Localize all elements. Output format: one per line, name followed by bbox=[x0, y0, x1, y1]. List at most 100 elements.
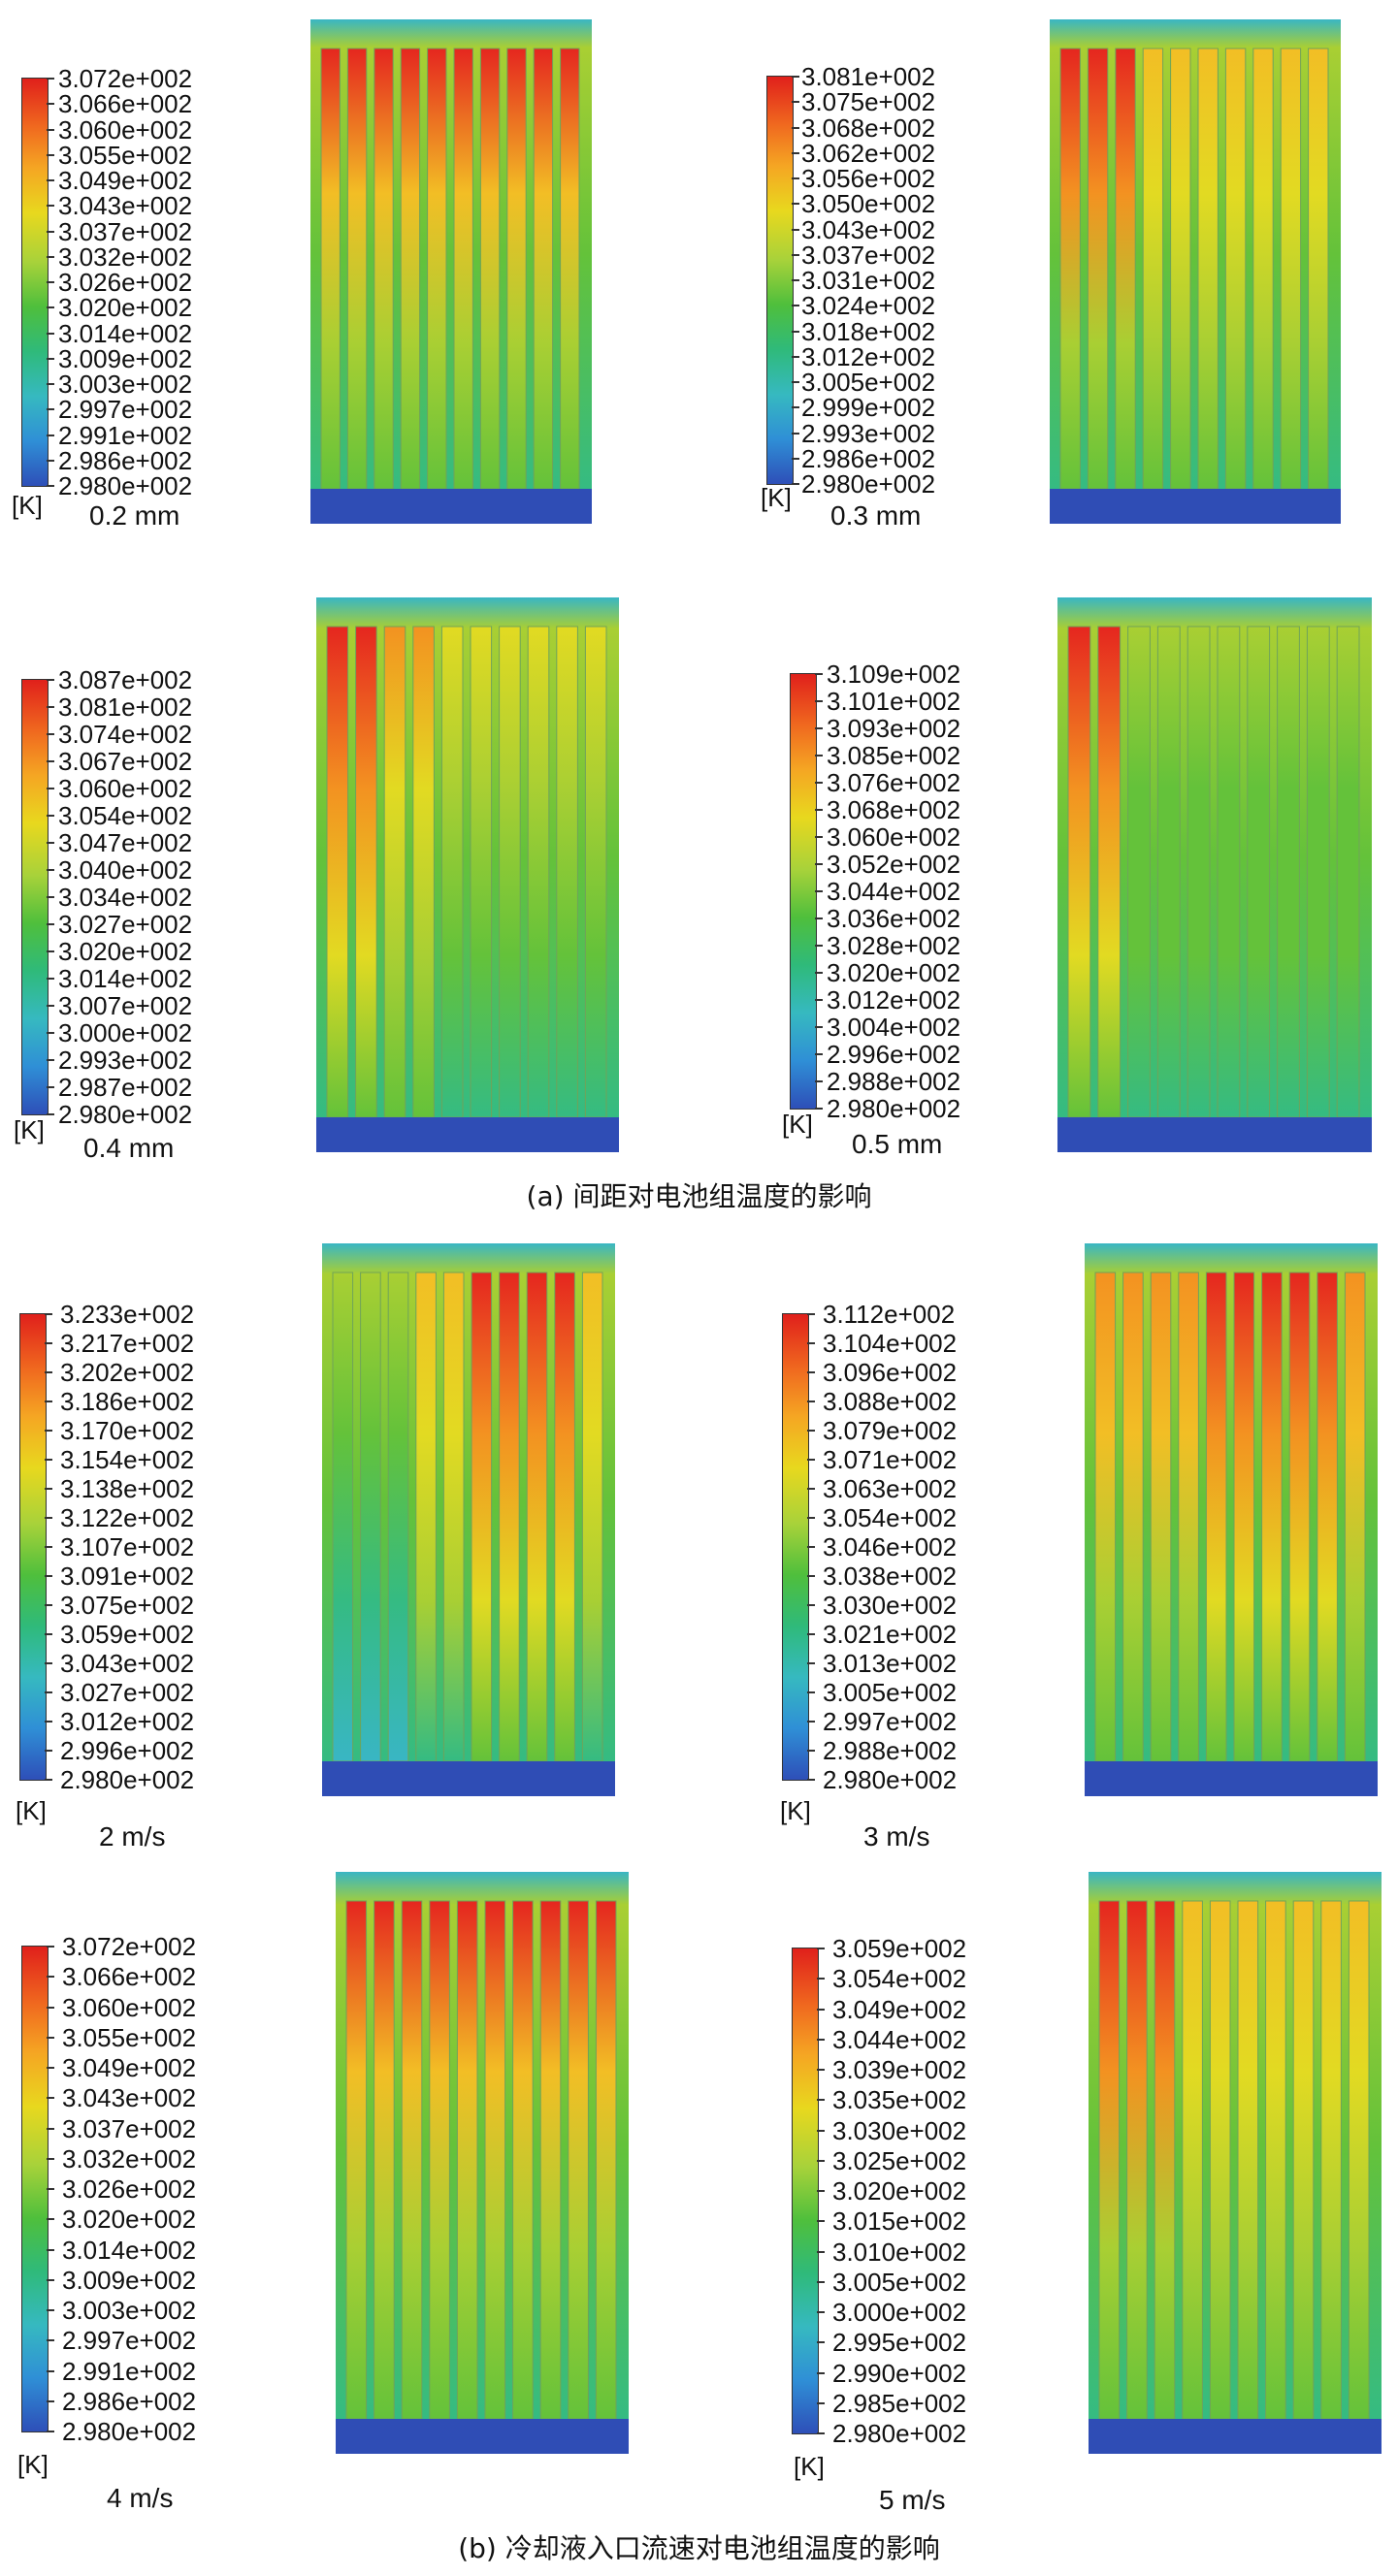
colorbar-tick-mark bbox=[817, 2038, 825, 2041]
battery-cell bbox=[383, 626, 406, 1118]
colorbar-tick-mark bbox=[792, 151, 799, 154]
colorbar-tick-label: 2.997e+002 bbox=[58, 395, 193, 425]
battery-cell bbox=[387, 1272, 409, 1762]
colorbar-tick-label: 3.005e+002 bbox=[832, 2267, 967, 2297]
colorbar-tick-label: 3.027e+002 bbox=[60, 1678, 195, 1707]
colorbar-tick-mark bbox=[47, 383, 54, 385]
colorbar-tick-label: 3.031e+002 bbox=[801, 266, 936, 295]
base-plate bbox=[1057, 1117, 1372, 1152]
colorbar-tick-label: 2.986e+002 bbox=[801, 443, 936, 473]
colorbar-tick-label: 3.233e+002 bbox=[60, 1300, 195, 1329]
colorbar-tick-mark bbox=[817, 2159, 825, 2162]
colorbar-tick-label: 3.015e+002 bbox=[832, 2206, 967, 2237]
colorbar-tick-mark bbox=[792, 203, 799, 206]
colorbar-tick-label: 3.039e+002 bbox=[832, 2055, 967, 2084]
colorbar-tick-mark bbox=[45, 1546, 52, 1548]
colorbar-tick-mark bbox=[47, 179, 54, 181]
colorbar-tick-label: 3.014e+002 bbox=[62, 2235, 197, 2265]
colorbar-tick-mark bbox=[47, 788, 54, 789]
colorbar-tick-label: 2.996e+002 bbox=[60, 1736, 195, 1765]
colorbar-tick-label: 3.049e+002 bbox=[58, 166, 193, 195]
colorbar-tick-label: 2.986e+002 bbox=[58, 445, 193, 475]
colorbar-tick-label: 3.055e+002 bbox=[62, 2022, 197, 2052]
colorbar-tick-mark bbox=[792, 76, 799, 78]
colorbar-tick-mark bbox=[47, 2188, 54, 2190]
battery-cell bbox=[1308, 48, 1329, 490]
battery-cell bbox=[1237, 1900, 1259, 2420]
battery-cell bbox=[1233, 1272, 1255, 1762]
colorbar-tick-mark bbox=[815, 782, 823, 784]
colorbar-tick-mark bbox=[815, 836, 823, 838]
battery-cell bbox=[556, 626, 578, 1118]
colorbar-tick-mark bbox=[792, 483, 799, 485]
colorbar-tick-label: 3.026e+002 bbox=[58, 268, 193, 297]
colorbar-tick-label: 3.217e+002 bbox=[60, 1329, 195, 1358]
battery-cell bbox=[1150, 1272, 1172, 1762]
colorbar-tick-label: 3.026e+002 bbox=[62, 2174, 197, 2204]
colorbar-tick-label: 3.007e+002 bbox=[58, 991, 193, 1020]
colorbar-tick-label: 3.075e+002 bbox=[801, 87, 936, 117]
colorbar-tick-label: 3.030e+002 bbox=[832, 2115, 967, 2145]
battery-cell bbox=[1126, 1900, 1148, 2420]
battery-cell bbox=[1178, 1272, 1199, 1762]
colorbar-tick-label: 3.081e+002 bbox=[58, 692, 193, 722]
colorbar-tick-mark bbox=[47, 896, 54, 898]
colorbar-tick-mark bbox=[792, 126, 799, 129]
battery-cell bbox=[1187, 626, 1211, 1118]
colorbar-tick-label: 2.987e+002 bbox=[58, 1073, 193, 1102]
battery-cell bbox=[360, 1272, 381, 1762]
colorbar-tick-mark bbox=[47, 978, 54, 980]
colorbar-tick-mark bbox=[47, 679, 54, 681]
battery-cell bbox=[1122, 1272, 1144, 1762]
colorbar-tick-mark bbox=[47, 2097, 54, 2100]
colorbar-tick-label: 3.068e+002 bbox=[827, 795, 961, 824]
colorbar-tick-label: 2.996e+002 bbox=[827, 1040, 961, 1069]
battery-cell bbox=[346, 48, 368, 490]
colorbar-tick-label: 3.085e+002 bbox=[827, 741, 961, 770]
colorbar-tick-mark bbox=[807, 1575, 815, 1577]
colorbar-tick-mark bbox=[47, 2067, 54, 2069]
colorbar-tick-mark bbox=[47, 485, 54, 487]
colorbar-tick-mark bbox=[815, 999, 823, 1001]
colorbar-tick-mark bbox=[47, 332, 54, 335]
colorbar-tick-label: 2.980e+002 bbox=[58, 471, 193, 500]
colorbar-tick-label: 2.990e+002 bbox=[832, 2358, 967, 2388]
colorbar-tick-label: 3.088e+002 bbox=[823, 1387, 958, 1416]
colorbar-tick-mark bbox=[817, 2190, 825, 2192]
battery-cell bbox=[1142, 48, 1164, 490]
base-plate bbox=[316, 1117, 619, 1152]
colorbar-tick-mark bbox=[817, 2401, 825, 2404]
battery-cell bbox=[320, 48, 341, 490]
colorbar-tick-mark bbox=[47, 230, 54, 233]
colorbar-tick-mark bbox=[807, 1488, 815, 1490]
colorbar-tick-label: 3.047e+002 bbox=[58, 828, 193, 857]
colorbar-tick-label: 3.104e+002 bbox=[823, 1329, 958, 1358]
colorbar-tick-label: 3.072e+002 bbox=[58, 64, 193, 93]
colorbar-tick-mark bbox=[817, 1948, 825, 1949]
colorbar-tick-mark bbox=[792, 305, 799, 307]
colorbar-tick-label: 3.122e+002 bbox=[60, 1503, 195, 1532]
colorbar-tick-label: 3.018e+002 bbox=[801, 316, 936, 346]
battery-cell bbox=[1306, 626, 1330, 1118]
colorbar-tick-mark bbox=[807, 1662, 815, 1664]
colorbar-tick-label: 3.072e+002 bbox=[62, 1932, 197, 1961]
battery-cell bbox=[1317, 1272, 1338, 1762]
colorbar bbox=[782, 1313, 809, 1781]
colorbar-tick-label: 2.986e+002 bbox=[62, 2386, 197, 2416]
colorbar-tick-mark bbox=[45, 1575, 52, 1577]
colorbar-tick-label: 2.999e+002 bbox=[801, 393, 936, 423]
temperature-contour bbox=[1057, 597, 1372, 1152]
battery-cell bbox=[1127, 626, 1151, 1118]
unit-label: [K] bbox=[12, 491, 43, 520]
panel-label: 0.5 mm bbox=[852, 1129, 943, 1159]
battery-cell bbox=[1277, 626, 1300, 1118]
colorbar-tick-mark bbox=[47, 1032, 54, 1034]
caption-b: (b) 冷却液入口流速对电池组温度的影响 bbox=[458, 2532, 940, 2564]
colorbar-tick-mark bbox=[792, 432, 799, 435]
colorbar-tick-mark bbox=[45, 1662, 52, 1664]
colorbar-tick-label: 3.020e+002 bbox=[832, 2176, 967, 2206]
battery-cell bbox=[415, 1272, 437, 1762]
colorbar-tick-label: 3.060e+002 bbox=[58, 774, 193, 803]
colorbar-tick-mark bbox=[47, 1005, 54, 1007]
colorbar-tick-mark bbox=[792, 355, 799, 358]
